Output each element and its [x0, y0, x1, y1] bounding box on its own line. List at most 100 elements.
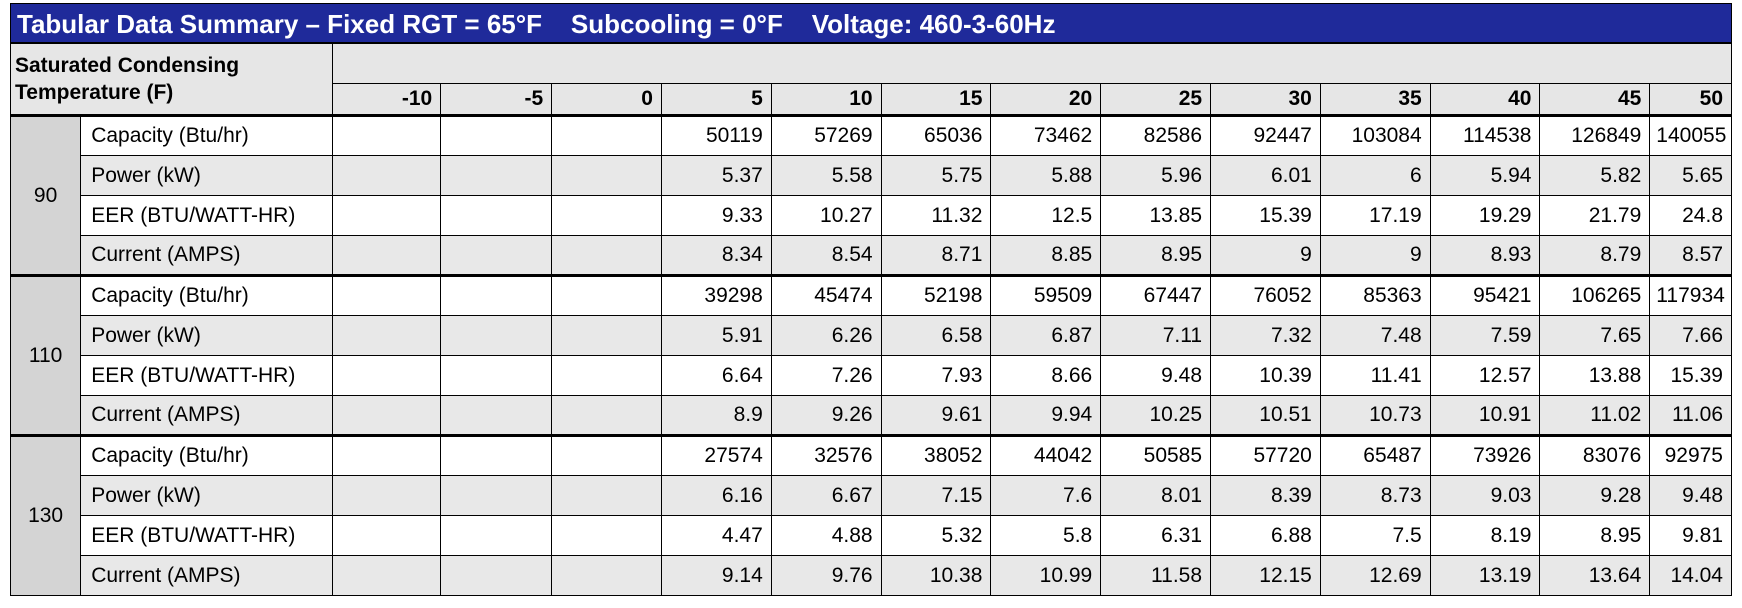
summary-table-container: Tabular Data Summary – Fixed RGT = 65°F … — [9, 3, 1733, 596]
value-cell: 73926 — [1429, 434, 1541, 476]
column-header: 50 — [1649, 83, 1732, 116]
value-cell — [331, 434, 442, 476]
value-cell: 7.59 — [1429, 315, 1541, 356]
value-cell: 9.33 — [660, 195, 772, 236]
value-cell: 9.94 — [990, 395, 1102, 436]
value-cell: 8.01 — [1100, 475, 1212, 516]
value-cell: 9.03 — [1429, 475, 1541, 516]
value-cell: 6 — [1319, 155, 1431, 196]
metric-label: Power (kW) — [80, 155, 333, 196]
value-cell: 59509 — [990, 274, 1102, 316]
value-cell — [551, 274, 662, 316]
value-cell: 13.88 — [1539, 355, 1651, 396]
value-cell: 32576 — [770, 434, 882, 476]
condensing-temp-cell: 130 — [9, 434, 82, 596]
metric-label: Current (AMPS) — [80, 235, 333, 276]
metric-label: EER (BTU/WATT-HR) — [80, 195, 333, 236]
value-cell: 6.31 — [1100, 515, 1212, 556]
value-cell: 6.67 — [770, 475, 882, 516]
value-cell: 9.81 — [1649, 515, 1732, 556]
table-row: Power (kW) 5.37 5.58 5.75 5.88 5.96 6.01 6 5.94 5… — [11, 155, 1732, 196]
column-header: -10 — [331, 83, 442, 116]
value-cell: 92447 — [1210, 114, 1321, 156]
metric-label: Capacity (Btu/hr) — [80, 434, 333, 476]
value-cell: 50119 — [660, 114, 772, 156]
value-cell — [331, 274, 442, 316]
value-cell: 12.57 — [1429, 355, 1541, 396]
value-cell — [440, 355, 553, 396]
value-cell: 9.48 — [1100, 355, 1212, 396]
value-cell: 10.99 — [990, 555, 1102, 596]
table-row: EER (BTU/WATT-HR) 9.33 10.27 11.32 12.5 13.85… — [11, 195, 1732, 236]
value-cell: 73462 — [990, 114, 1102, 156]
value-cell: 27574 — [660, 434, 772, 476]
value-cell: 8.73 — [1319, 475, 1431, 516]
value-cell — [551, 315, 662, 356]
value-cell: 8.95 — [1539, 515, 1651, 556]
value-cell: 7.65 — [1539, 315, 1651, 356]
value-cell: 50585 — [1100, 434, 1212, 476]
metric-label: EER (BTU/WATT-HR) — [80, 355, 333, 396]
value-cell: 5.94 — [1429, 155, 1541, 196]
column-header: 10 — [770, 83, 882, 116]
value-cell: 9 — [1319, 235, 1431, 276]
value-cell: 13.85 — [1100, 195, 1212, 236]
value-cell: 7.48 — [1319, 315, 1431, 356]
value-cell: 65036 — [880, 114, 992, 156]
value-cell: 67447 — [1100, 274, 1212, 316]
value-cell: 6.01 — [1210, 155, 1321, 196]
value-cell — [440, 475, 553, 516]
value-cell: 7.66 — [1649, 315, 1732, 356]
value-cell: 5.75 — [880, 155, 992, 196]
value-cell: 9 — [1210, 235, 1321, 276]
value-cell: 11.58 — [1100, 555, 1212, 596]
column-header: 20 — [990, 83, 1102, 116]
value-cell: 6.88 — [1210, 515, 1321, 556]
value-cell: 8.57 — [1649, 235, 1732, 276]
value-cell: 8.39 — [1210, 475, 1321, 516]
column-header: 30 — [1210, 83, 1321, 116]
column-header: 35 — [1319, 83, 1431, 116]
value-cell — [331, 515, 442, 556]
value-cell — [440, 195, 553, 236]
value-cell — [440, 515, 553, 556]
value-cell: 17.19 — [1319, 195, 1431, 236]
value-cell: 83076 — [1539, 434, 1651, 476]
value-cell: 92975 — [1649, 434, 1732, 476]
value-cell: 6.87 — [990, 315, 1102, 356]
value-cell — [440, 555, 553, 596]
value-cell: 5.32 — [880, 515, 992, 556]
value-cell — [331, 475, 442, 516]
value-cell: 6.58 — [880, 315, 992, 356]
table-row: EER (BTU/WATT-HR) 6.64 7.26 7.93 8.66 9.48 10.… — [11, 355, 1732, 396]
value-cell: 11.41 — [1319, 355, 1431, 396]
value-cell: 114538 — [1429, 114, 1541, 156]
column-header: 40 — [1429, 83, 1541, 116]
value-cell — [551, 195, 662, 236]
column-header: -5 — [440, 83, 553, 116]
header-label: Saturated Condensing Temperature (F) — [10, 43, 333, 116]
metric-label: Power (kW) — [80, 315, 333, 356]
value-cell — [331, 235, 442, 276]
value-cell — [331, 315, 442, 356]
value-cell: 5.88 — [990, 155, 1102, 196]
value-cell — [440, 155, 553, 196]
value-cell: 13.64 — [1539, 555, 1651, 596]
value-cell: 19.29 — [1429, 195, 1541, 236]
table-row: Current (AMPS) 8.9 9.26 9.61 9.94 10.25 10.51 1… — [11, 395, 1732, 436]
value-cell: 12.15 — [1210, 555, 1321, 596]
value-cell: 4.88 — [770, 515, 882, 556]
value-cell: 85363 — [1319, 274, 1431, 316]
value-cell: 10.91 — [1429, 395, 1541, 436]
value-cell: 8.93 — [1429, 235, 1541, 276]
value-cell — [440, 274, 553, 316]
value-cell: 65487 — [1319, 434, 1431, 476]
value-cell: 12.5 — [990, 195, 1102, 236]
value-cell: 9.76 — [770, 555, 882, 596]
value-cell: 45474 — [770, 274, 882, 316]
value-cell: 5.96 — [1100, 155, 1212, 196]
value-cell: 11.06 — [1649, 395, 1732, 436]
table-header: Saturated Condensing Temperature (F) -10… — [10, 43, 1733, 116]
value-cell: 103084 — [1319, 114, 1431, 156]
value-cell: 52198 — [880, 274, 992, 316]
